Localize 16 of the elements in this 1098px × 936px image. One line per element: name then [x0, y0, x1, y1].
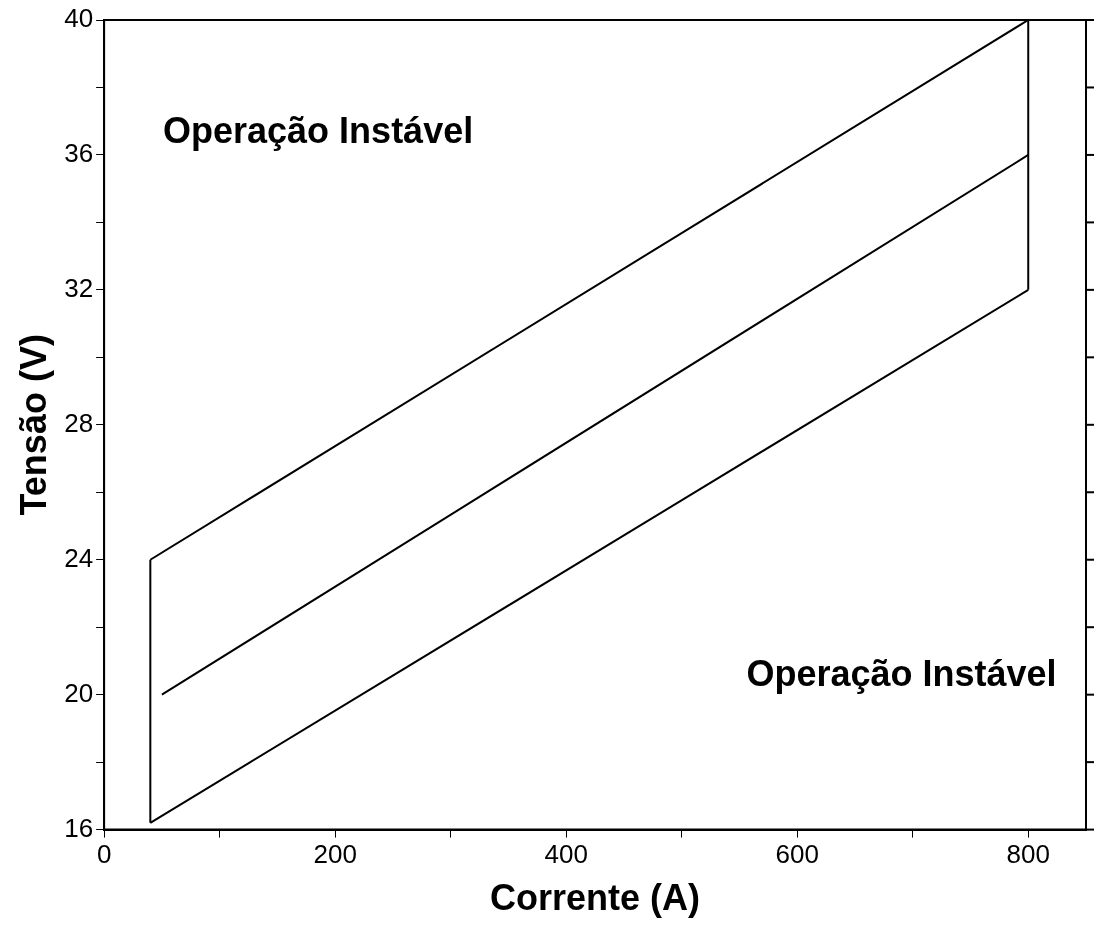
y-tick-label: 24	[64, 542, 94, 573]
annotation: Operação Instável	[163, 110, 474, 152]
x-tick-label: 200	[313, 839, 357, 870]
y-tick-label: 16	[64, 812, 94, 843]
y-tick-label: 40	[64, 3, 94, 34]
y-tick-label: 28	[64, 407, 94, 438]
y-tick-label: 32	[64, 273, 94, 304]
x-axis-title: Corrente (A)	[490, 877, 701, 919]
annotation: Operação Instável	[746, 652, 1057, 694]
y-tick-label: 36	[64, 138, 94, 169]
x-tick-label: 400	[544, 839, 588, 870]
x-tick-label: 800	[1006, 839, 1050, 870]
x-tick-label: 0	[96, 839, 112, 870]
y-axis-title: Tensão (V)	[12, 334, 54, 516]
y-tick-label: 20	[64, 677, 94, 708]
x-tick-label: 600	[775, 839, 819, 870]
